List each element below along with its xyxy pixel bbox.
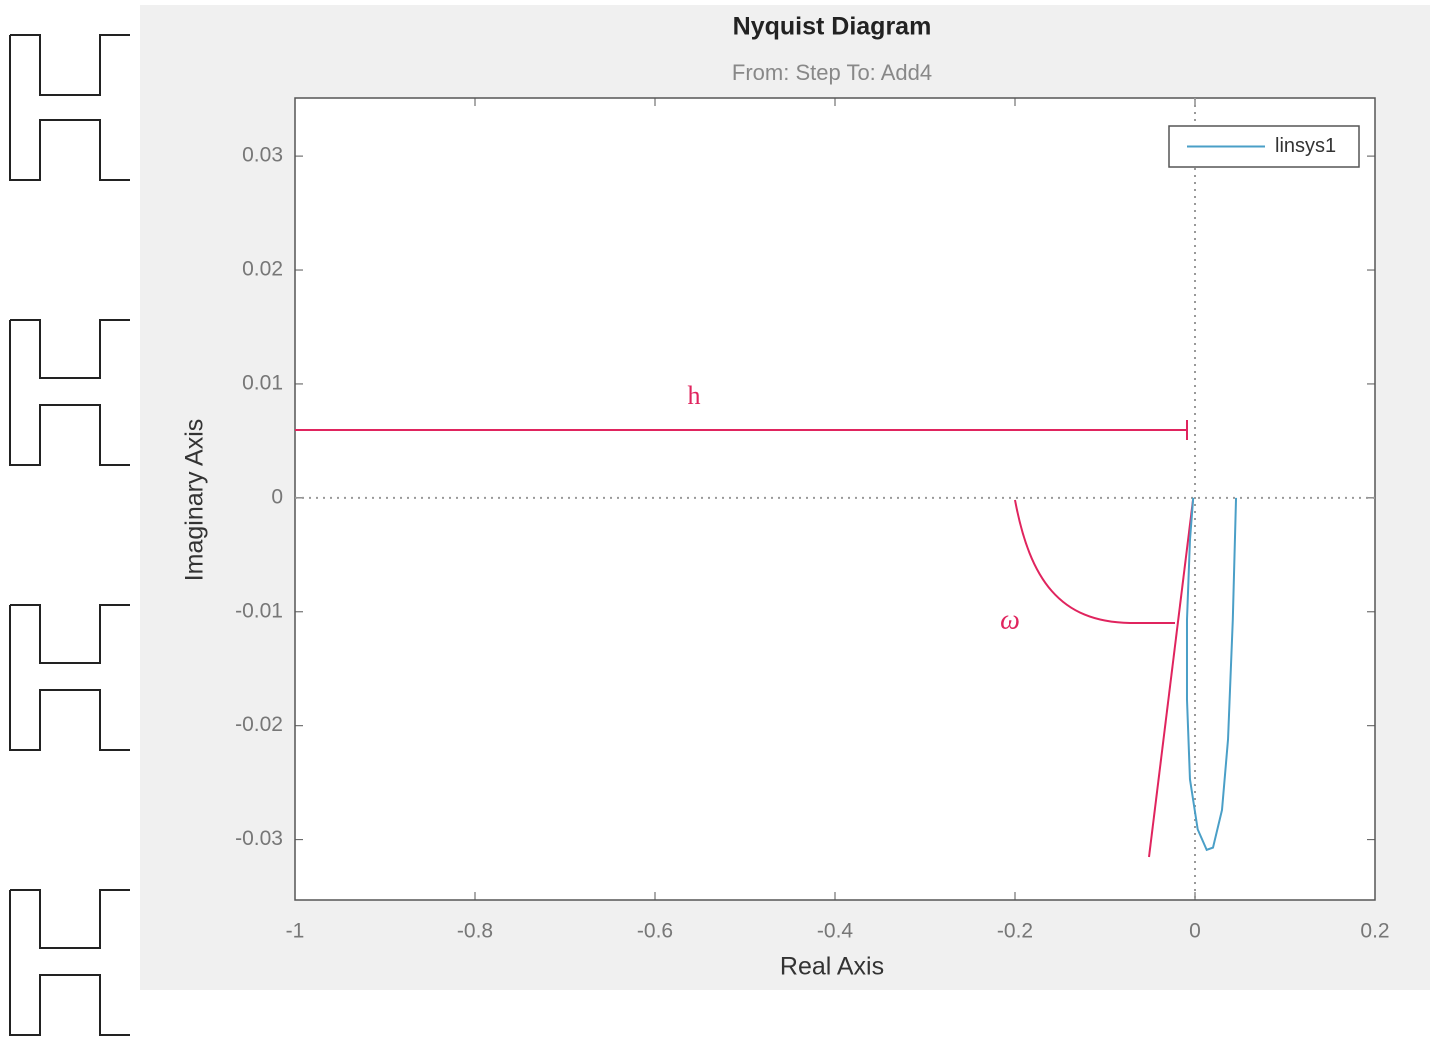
y-tick-label: 0.03 — [242, 144, 283, 167]
x-tick-label: -0.8 — [457, 920, 493, 943]
x-tick-label: -0.6 — [637, 920, 673, 943]
y-tick-label: -0.02 — [235, 713, 283, 736]
series-line — [1185, 497, 1238, 852]
x-tick-label: -0.2 — [997, 920, 1033, 943]
y-axis-label: Imaginary Axis — [181, 419, 209, 582]
annotation-shapes — [295, 420, 1194, 858]
y-tick-label: 0 — [271, 485, 283, 508]
x-tick-label: -1 — [286, 920, 305, 943]
chart-subtitle: From: Step To: Add4 — [732, 60, 932, 85]
chart-title: Nyquist Diagram — [733, 13, 932, 41]
plot-area — [294, 97, 1376, 901]
overlay-shapes — [9, 34, 130, 1036]
x-tick-label: 0.2 — [1360, 920, 1389, 943]
legend-label: linsys1 — [1275, 135, 1336, 157]
y-tick-label: -0.03 — [235, 827, 283, 850]
x-axis-label: Real Axis — [780, 953, 884, 981]
y-tick-label: -0.01 — [235, 599, 283, 622]
x-tick-label: -0.4 — [817, 920, 854, 943]
x-tick-label: 0 — [1189, 920, 1201, 943]
y-tick-label: 0.01 — [242, 371, 283, 394]
annotation: h — [688, 381, 701, 410]
annotation: ω — [1000, 604, 1020, 635]
y-tick-label: 0.02 — [242, 258, 283, 281]
